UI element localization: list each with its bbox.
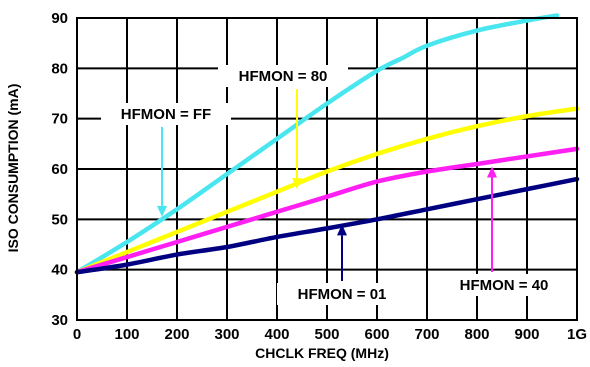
x-tick-label: 0 — [73, 326, 81, 343]
series-line — [74, 146, 580, 275]
y-tick-label: 70 — [51, 111, 68, 128]
y-tick-label: 90 — [51, 10, 68, 27]
plot-frame — [76, 17, 578, 321]
x-tick-label: 500 — [314, 326, 339, 343]
x-tick-label: 200 — [164, 326, 189, 343]
y-tick-labels: 30 40 50 60 70 80 90 — [51, 10, 68, 329]
callout-label: HFMON = 80 — [239, 68, 328, 85]
series-callout: HFMON = 40 — [439, 166, 569, 296]
series-line — [74, 106, 580, 275]
x-tick-label: 400 — [264, 326, 289, 343]
series-callout: HFMON = 80 — [218, 65, 348, 190]
y-tick-label: 80 — [51, 60, 68, 77]
x-tick-label: 800 — [464, 326, 489, 343]
x-tick-label: 900 — [514, 326, 539, 343]
x-tick-label: 1G — [567, 326, 587, 343]
callout-arrowhead — [337, 224, 347, 236]
y-tick-label: 60 — [51, 161, 68, 178]
y-tick-label: 30 — [51, 312, 68, 329]
series-callout: HFMON = 01 — [277, 224, 407, 305]
y-tick-label: 50 — [51, 211, 68, 228]
callouts: HFMON = FF HFMON = 80 HFMON = 01 HFMON = 40 — [101, 65, 569, 305]
callout-label: HFMON = 01 — [298, 286, 387, 303]
callout-background — [277, 283, 407, 305]
x-tick-label: 300 — [214, 326, 239, 343]
x-tick-label: 100 — [114, 326, 139, 343]
series-callout: HFMON = FF — [101, 103, 231, 217]
callout-label: HFMON = FF — [121, 106, 211, 123]
x-tick-labels: 0 100 200 300 400 500 600 700 800 900 1G — [73, 326, 587, 343]
callout-arrowhead — [157, 205, 167, 217]
callout-arrowhead — [292, 178, 302, 190]
y-axis-title: ISO CONSUMPTION (mA) — [5, 84, 21, 253]
callout-background — [101, 103, 231, 125]
x-tick-label: 700 — [414, 326, 439, 343]
callout-label: HFMON = 40 — [460, 277, 549, 294]
x-axis-title: CHCLK FREQ (MHz) — [255, 345, 389, 361]
callout-background — [218, 65, 348, 87]
series-line — [74, 13, 560, 275]
x-tick-label: 600 — [364, 326, 389, 343]
y-tick-label: 40 — [51, 262, 68, 279]
callout-arrowhead — [487, 166, 497, 178]
callout-background — [439, 274, 569, 296]
